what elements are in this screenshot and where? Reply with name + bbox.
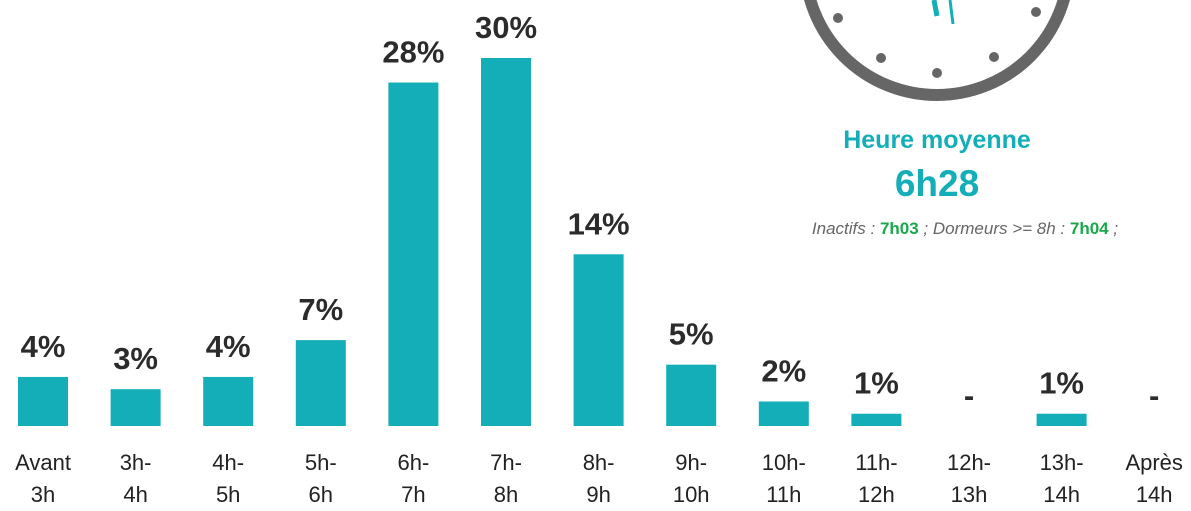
clock-face <box>804 0 1070 101</box>
bar <box>18 376 68 426</box>
detail-end: ; <box>1113 219 1119 238</box>
average-details: Inactifs : 7h03 ; Dormeurs >= 8h : 7h04 … <box>745 219 1185 239</box>
value-label: 5% <box>669 317 714 352</box>
average-value: 6h28 <box>894 163 980 204</box>
category-label: Après 14h <box>1125 450 1183 507</box>
bar <box>851 413 902 426</box>
detail-value: 7h04 <box>1069 219 1109 238</box>
clock-dot <box>989 52 999 62</box>
value-label: 3% <box>113 341 158 376</box>
category-label: 7h-8h <box>490 450 522 507</box>
category-label: 8h-9h <box>582 450 615 507</box>
category-label: 3h-4h <box>119 450 152 507</box>
clock-dot <box>833 13 843 23</box>
bar <box>295 340 346 426</box>
value-label: - <box>964 378 974 413</box>
bar <box>110 389 161 426</box>
detail-value: 7h03 <box>879 219 919 238</box>
clock-dot <box>1031 7 1041 17</box>
value-label: 4% <box>206 329 251 364</box>
value-label: 30% <box>475 10 537 45</box>
value-label: - <box>1149 378 1159 413</box>
category-label: Avant 3h <box>15 450 71 507</box>
bar <box>1036 413 1087 426</box>
category-label: 4h-5h <box>212 450 245 507</box>
category-label: 6h-7h <box>397 450 430 507</box>
value-label: 14% <box>568 206 630 241</box>
value-label: 7% <box>298 292 343 327</box>
clock-dot <box>876 53 886 63</box>
category-label: 13h-14h <box>1039 450 1084 507</box>
clock-hand <box>948 0 955 25</box>
bar <box>666 364 717 426</box>
average-label: Heure moyenne <box>843 126 1031 154</box>
category-label: 10h-11h <box>761 450 806 507</box>
category-label: 5h-6h <box>304 450 337 507</box>
value-label: 2% <box>761 353 806 388</box>
bar <box>203 376 254 426</box>
value-label: 28% <box>382 35 444 70</box>
detail-label: ; Dormeurs >= 8h : <box>923 219 1066 238</box>
category-label: 12h-13h <box>946 450 992 507</box>
value-label: 4% <box>21 329 66 364</box>
category-label: 11h-12h <box>855 450 898 507</box>
clock-dot <box>932 68 942 78</box>
clock <box>804 0 1070 101</box>
value-label: 1% <box>1039 366 1084 401</box>
bar <box>573 254 624 426</box>
category-label: 9h-10h <box>672 450 710 507</box>
clock-hand <box>931 0 940 17</box>
bar <box>758 401 809 426</box>
value-label: 1% <box>854 366 899 401</box>
bar <box>481 58 531 426</box>
bar <box>388 82 439 427</box>
detail-label: Inactifs : <box>811 219 876 238</box>
